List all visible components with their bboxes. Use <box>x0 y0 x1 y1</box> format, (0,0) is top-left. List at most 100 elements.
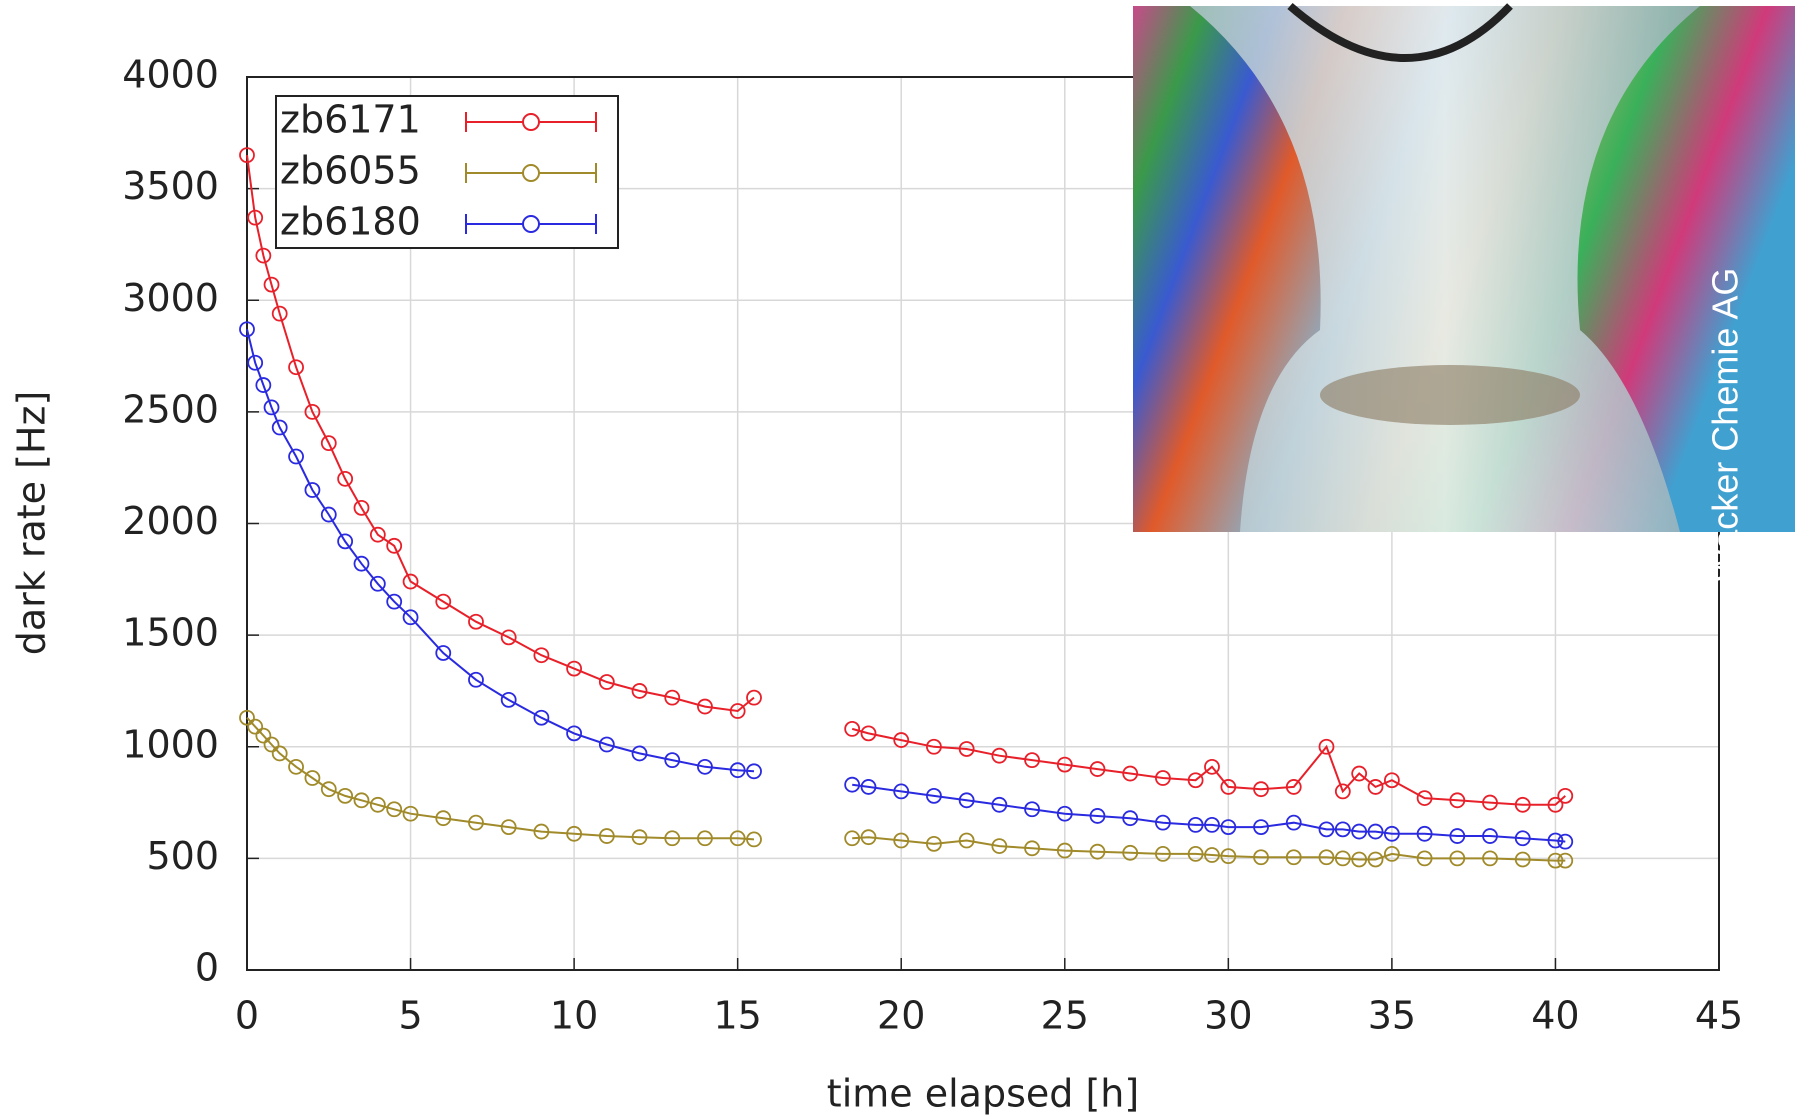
watermark: Wacker Chemie AG <box>1705 268 1746 583</box>
data-point <box>1155 770 1171 786</box>
legend-marker <box>522 164 540 182</box>
data-point <box>729 703 746 719</box>
data-point <box>1367 823 1384 840</box>
x-tick-label: 5 <box>398 994 422 1038</box>
data-point <box>1024 801 1040 818</box>
data-point <box>320 781 337 798</box>
y-tick-label: 1000 <box>122 722 219 766</box>
data-point <box>1367 851 1384 868</box>
data-point <box>263 276 280 293</box>
data-point <box>1416 825 1433 842</box>
data-point <box>271 305 288 322</box>
data-point <box>1351 851 1368 868</box>
data-point <box>304 770 321 786</box>
legend-marker <box>522 113 540 131</box>
data-point <box>239 321 255 338</box>
data-point <box>844 720 861 737</box>
data-point <box>1285 849 1302 866</box>
data-point <box>1056 842 1073 859</box>
data-point <box>1187 772 1204 789</box>
data-point <box>500 691 517 708</box>
data-point <box>1204 816 1220 833</box>
y-tick-label: 0 <box>195 946 219 990</box>
x-tick-label: 45 <box>1695 994 1743 1038</box>
x-tick-label: 15 <box>713 994 761 1038</box>
data-point <box>1351 823 1368 840</box>
data-point <box>598 828 615 844</box>
data-point <box>1416 790 1433 806</box>
data-point <box>288 448 304 465</box>
data-point <box>304 482 321 498</box>
data-point <box>729 830 746 847</box>
data-point <box>958 741 975 757</box>
data-point <box>271 745 288 762</box>
data-point <box>1204 758 1220 775</box>
data-point <box>926 738 942 755</box>
data-point <box>255 247 272 264</box>
data-point <box>353 555 370 572</box>
series-line <box>246 329 1566 843</box>
data-point <box>239 147 255 164</box>
series-line <box>246 717 1566 862</box>
data-point <box>1089 761 1106 777</box>
data-point <box>1449 792 1466 809</box>
data-point <box>1383 846 1400 862</box>
data-point <box>664 830 681 847</box>
data-point <box>844 830 861 847</box>
data-point <box>746 689 762 706</box>
data-point <box>598 674 615 690</box>
data-point <box>320 435 337 452</box>
data-point <box>533 709 550 726</box>
data-point <box>1449 828 1466 844</box>
data-point <box>263 736 280 753</box>
data-point <box>239 709 255 726</box>
x-tick-label: 0 <box>235 994 259 1038</box>
data-point <box>1514 796 1531 813</box>
data-point <box>1253 819 1269 836</box>
data-point <box>1122 765 1139 782</box>
data-point <box>1318 821 1335 838</box>
data-point <box>386 537 403 554</box>
data-point <box>631 683 648 699</box>
data-point <box>1482 794 1498 811</box>
data-point <box>1155 814 1171 831</box>
data-point <box>402 573 419 590</box>
data-point <box>337 787 354 804</box>
y-tick-label: 2000 <box>122 499 219 543</box>
legend-label: zb6055 <box>280 149 421 193</box>
data-point <box>1187 846 1204 862</box>
data-point <box>1024 840 1040 857</box>
data-point <box>386 801 403 818</box>
data-point <box>255 377 272 393</box>
data-point <box>1318 738 1335 755</box>
data-point <box>926 787 942 804</box>
data-point <box>533 647 550 664</box>
photo <box>1133 2 1795 532</box>
data-point <box>1122 810 1139 827</box>
x-tick-label: 25 <box>1041 994 1089 1038</box>
x-tick-label: 40 <box>1531 994 1579 1038</box>
data-point <box>320 506 337 523</box>
data-point <box>566 660 583 677</box>
data-point <box>697 830 713 847</box>
data-point <box>1482 850 1498 867</box>
x-tick-label: 10 <box>550 994 598 1038</box>
legend-label: zb6180 <box>280 200 421 244</box>
data-point <box>631 829 648 846</box>
data-point <box>1024 752 1040 769</box>
x-axis-label: time elapsed [h] <box>827 1072 1139 1116</box>
y-tick-label: 4000 <box>122 53 219 97</box>
data-point <box>435 810 452 827</box>
data-point <box>746 763 762 780</box>
data-point <box>247 209 264 226</box>
data-point <box>958 792 975 809</box>
data-point <box>566 725 583 742</box>
legend-label: zb6171 <box>280 98 421 142</box>
data-point <box>1089 843 1106 860</box>
data-point <box>468 671 484 688</box>
data-point <box>533 823 550 840</box>
data-point <box>1204 847 1220 863</box>
data-point <box>402 609 419 626</box>
data-point <box>991 796 1008 813</box>
data-point <box>844 776 861 793</box>
